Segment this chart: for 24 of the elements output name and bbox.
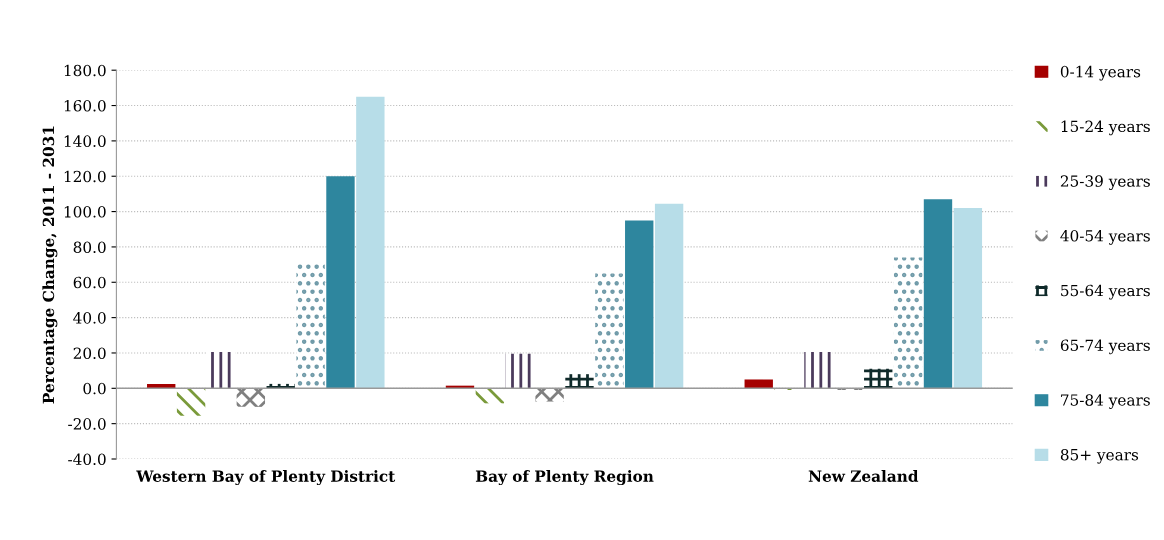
- legend-label: 85+ years: [1060, 448, 1139, 464]
- x-tick-label: Bay of Plenty Region: [475, 470, 654, 486]
- legend-label: 75-84 years: [1061, 394, 1150, 409]
- y-tick-label: 40.0: [73, 312, 106, 324]
- y-tick-label: 60.0: [73, 276, 106, 289]
- legend-label: 0-14 years: [1060, 65, 1141, 81]
- y-tick-label: -40.0: [68, 453, 106, 466]
- y-tick-label: 160.0: [64, 100, 106, 112]
- legend-label: 25-39 years: [1060, 175, 1150, 191]
- y-tick-label: 20.0: [73, 347, 106, 359]
- y-tick-label: 140.0: [64, 135, 106, 147]
- y-tick-label: 80.0: [73, 241, 106, 253]
- y-tick-label: 0.0: [83, 382, 106, 395]
- x-tick-label: Western Bay of Plenty District: [136, 470, 396, 486]
- legend-label: 55-64 years: [1061, 284, 1150, 300]
- legend-label: 40-54 years: [1060, 230, 1150, 245]
- x-tick-label: New Zealand: [808, 470, 919, 482]
- y-tick-label: -20.0: [68, 418, 106, 430]
- y-tick-label: 180.0: [64, 64, 106, 77]
- legend-label: 15-24 years: [1061, 120, 1150, 136]
- legend-label: 65-74 years: [1060, 339, 1150, 355]
- y-tick-label: 100.0: [64, 206, 106, 218]
- y-tick-label: 120.0: [64, 170, 106, 183]
- y-axis-title: Percentage Change, 2011 - 2031: [42, 126, 58, 404]
